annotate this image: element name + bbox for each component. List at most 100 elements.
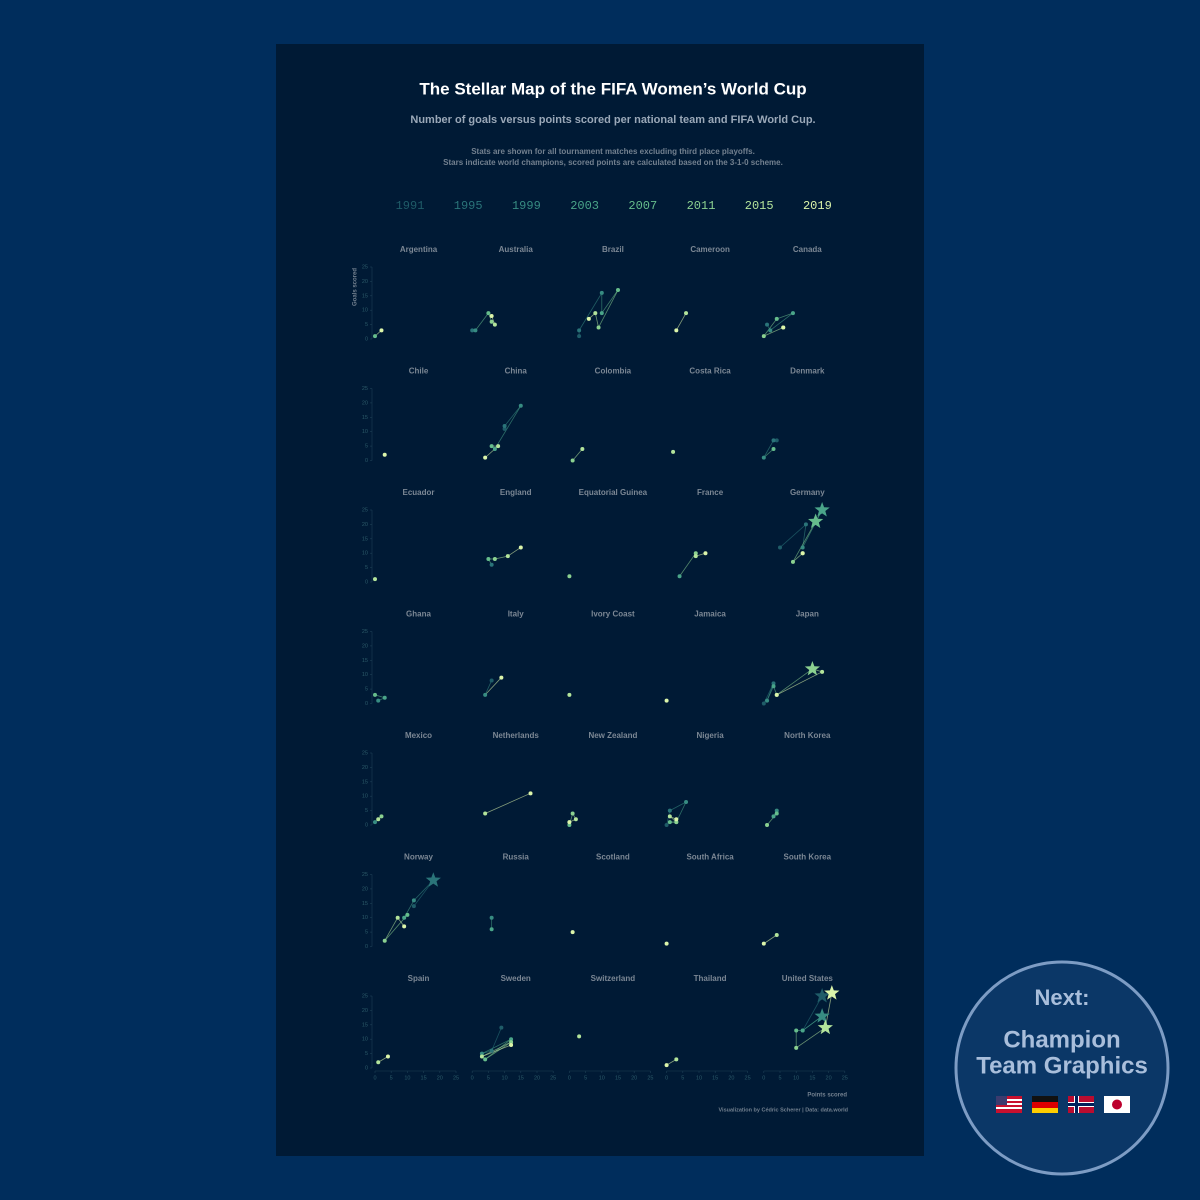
point (596, 325, 601, 330)
trajectory (763, 318, 778, 337)
point (790, 559, 795, 564)
x-tick-label: 0 (373, 1075, 376, 1081)
trajectory (507, 547, 522, 557)
x-tick-label: 15 (518, 1075, 524, 1081)
point (667, 820, 672, 825)
panel-title: Mexico (405, 731, 432, 740)
year-legend: 1991 (396, 199, 425, 213)
y-tick-label: 10 (362, 429, 368, 435)
poster (276, 44, 924, 1156)
y-tick-label: 0 (365, 336, 368, 342)
trajectory (601, 289, 619, 314)
point (567, 692, 572, 697)
panel-title: North Korea (784, 731, 831, 740)
y-tick-label: 0 (365, 701, 368, 707)
point (774, 808, 779, 813)
point (599, 290, 604, 295)
y-tick-label: 10 (362, 794, 368, 800)
trajectory (675, 312, 687, 331)
point (502, 426, 507, 431)
panel-title: Costa Rica (689, 367, 731, 376)
y-tick-label: 15 (362, 415, 368, 421)
point (496, 444, 501, 449)
point (492, 322, 497, 327)
point (616, 288, 620, 293)
point (803, 522, 808, 527)
point (373, 577, 377, 582)
point (528, 791, 533, 796)
point (486, 311, 491, 316)
x-tick-label: 15 (712, 1075, 718, 1081)
point (778, 545, 782, 550)
trajectory (598, 289, 619, 328)
point (800, 1028, 805, 1033)
trajectory (802, 995, 823, 1031)
y-tick-label: 5 (365, 930, 368, 936)
trajectory (763, 327, 784, 337)
year-legend: 2007 (628, 199, 657, 213)
trajectory (763, 440, 774, 458)
y-tick-label: 10 (362, 308, 368, 314)
trajectory (491, 1027, 502, 1051)
point (402, 915, 407, 920)
y-axis-label: Goals scored (353, 268, 359, 306)
panel-title: Italy (508, 610, 525, 619)
point (768, 328, 773, 333)
point (664, 698, 669, 703)
badge: Next: Champion Team Graphics (954, 960, 1170, 1176)
trajectory (594, 312, 599, 328)
badge-line: Champion (1003, 1026, 1120, 1053)
panel-title: Norway (404, 853, 433, 862)
point (373, 820, 377, 825)
y-tick-label: 0 (365, 579, 368, 585)
point (820, 669, 825, 674)
point (509, 1042, 514, 1047)
year-legend: 2015 (745, 199, 774, 213)
point (761, 701, 766, 706)
trajectory (481, 1044, 512, 1057)
point (492, 446, 497, 451)
point (499, 675, 504, 680)
champion-star (817, 1019, 833, 1035)
point (499, 1025, 504, 1030)
champion-star (425, 872, 441, 887)
panel-title: Canada (793, 245, 822, 254)
point (489, 678, 494, 683)
point (761, 455, 766, 460)
point (677, 574, 682, 579)
y-tick-label: 15 (362, 901, 368, 907)
point (473, 328, 478, 333)
point (486, 556, 491, 561)
point (567, 823, 572, 827)
trajectory (776, 312, 794, 320)
point (774, 692, 779, 697)
point (771, 814, 776, 819)
x-tick-label: 20 (826, 1075, 832, 1081)
point (489, 562, 494, 567)
x-tick-label: 0 (568, 1075, 571, 1081)
champion-star (814, 1008, 830, 1023)
trajectory (792, 552, 803, 563)
point (567, 574, 572, 579)
panel-title: Thailand (694, 974, 727, 983)
x-tick-label: 5 (681, 1075, 684, 1081)
point (580, 446, 585, 451)
panel-title: China (505, 367, 528, 376)
y-tick-label: 10 (362, 915, 368, 921)
point (577, 1034, 582, 1039)
point (402, 924, 407, 929)
panel-title: Argentina (400, 245, 438, 254)
trajectory (384, 917, 399, 941)
point (489, 313, 494, 318)
x-tick-label: 0 (665, 1075, 668, 1081)
y-tick-label: 5 (365, 565, 368, 571)
x-tick-label: 15 (809, 1075, 815, 1081)
trajectory (779, 524, 807, 548)
panel-title: United States (782, 974, 834, 983)
y-tick-label: 20 (362, 886, 368, 892)
point (800, 545, 805, 550)
badge-title: Next: (1034, 985, 1089, 1010)
trajectory (481, 1038, 512, 1054)
trajectory (770, 312, 794, 331)
